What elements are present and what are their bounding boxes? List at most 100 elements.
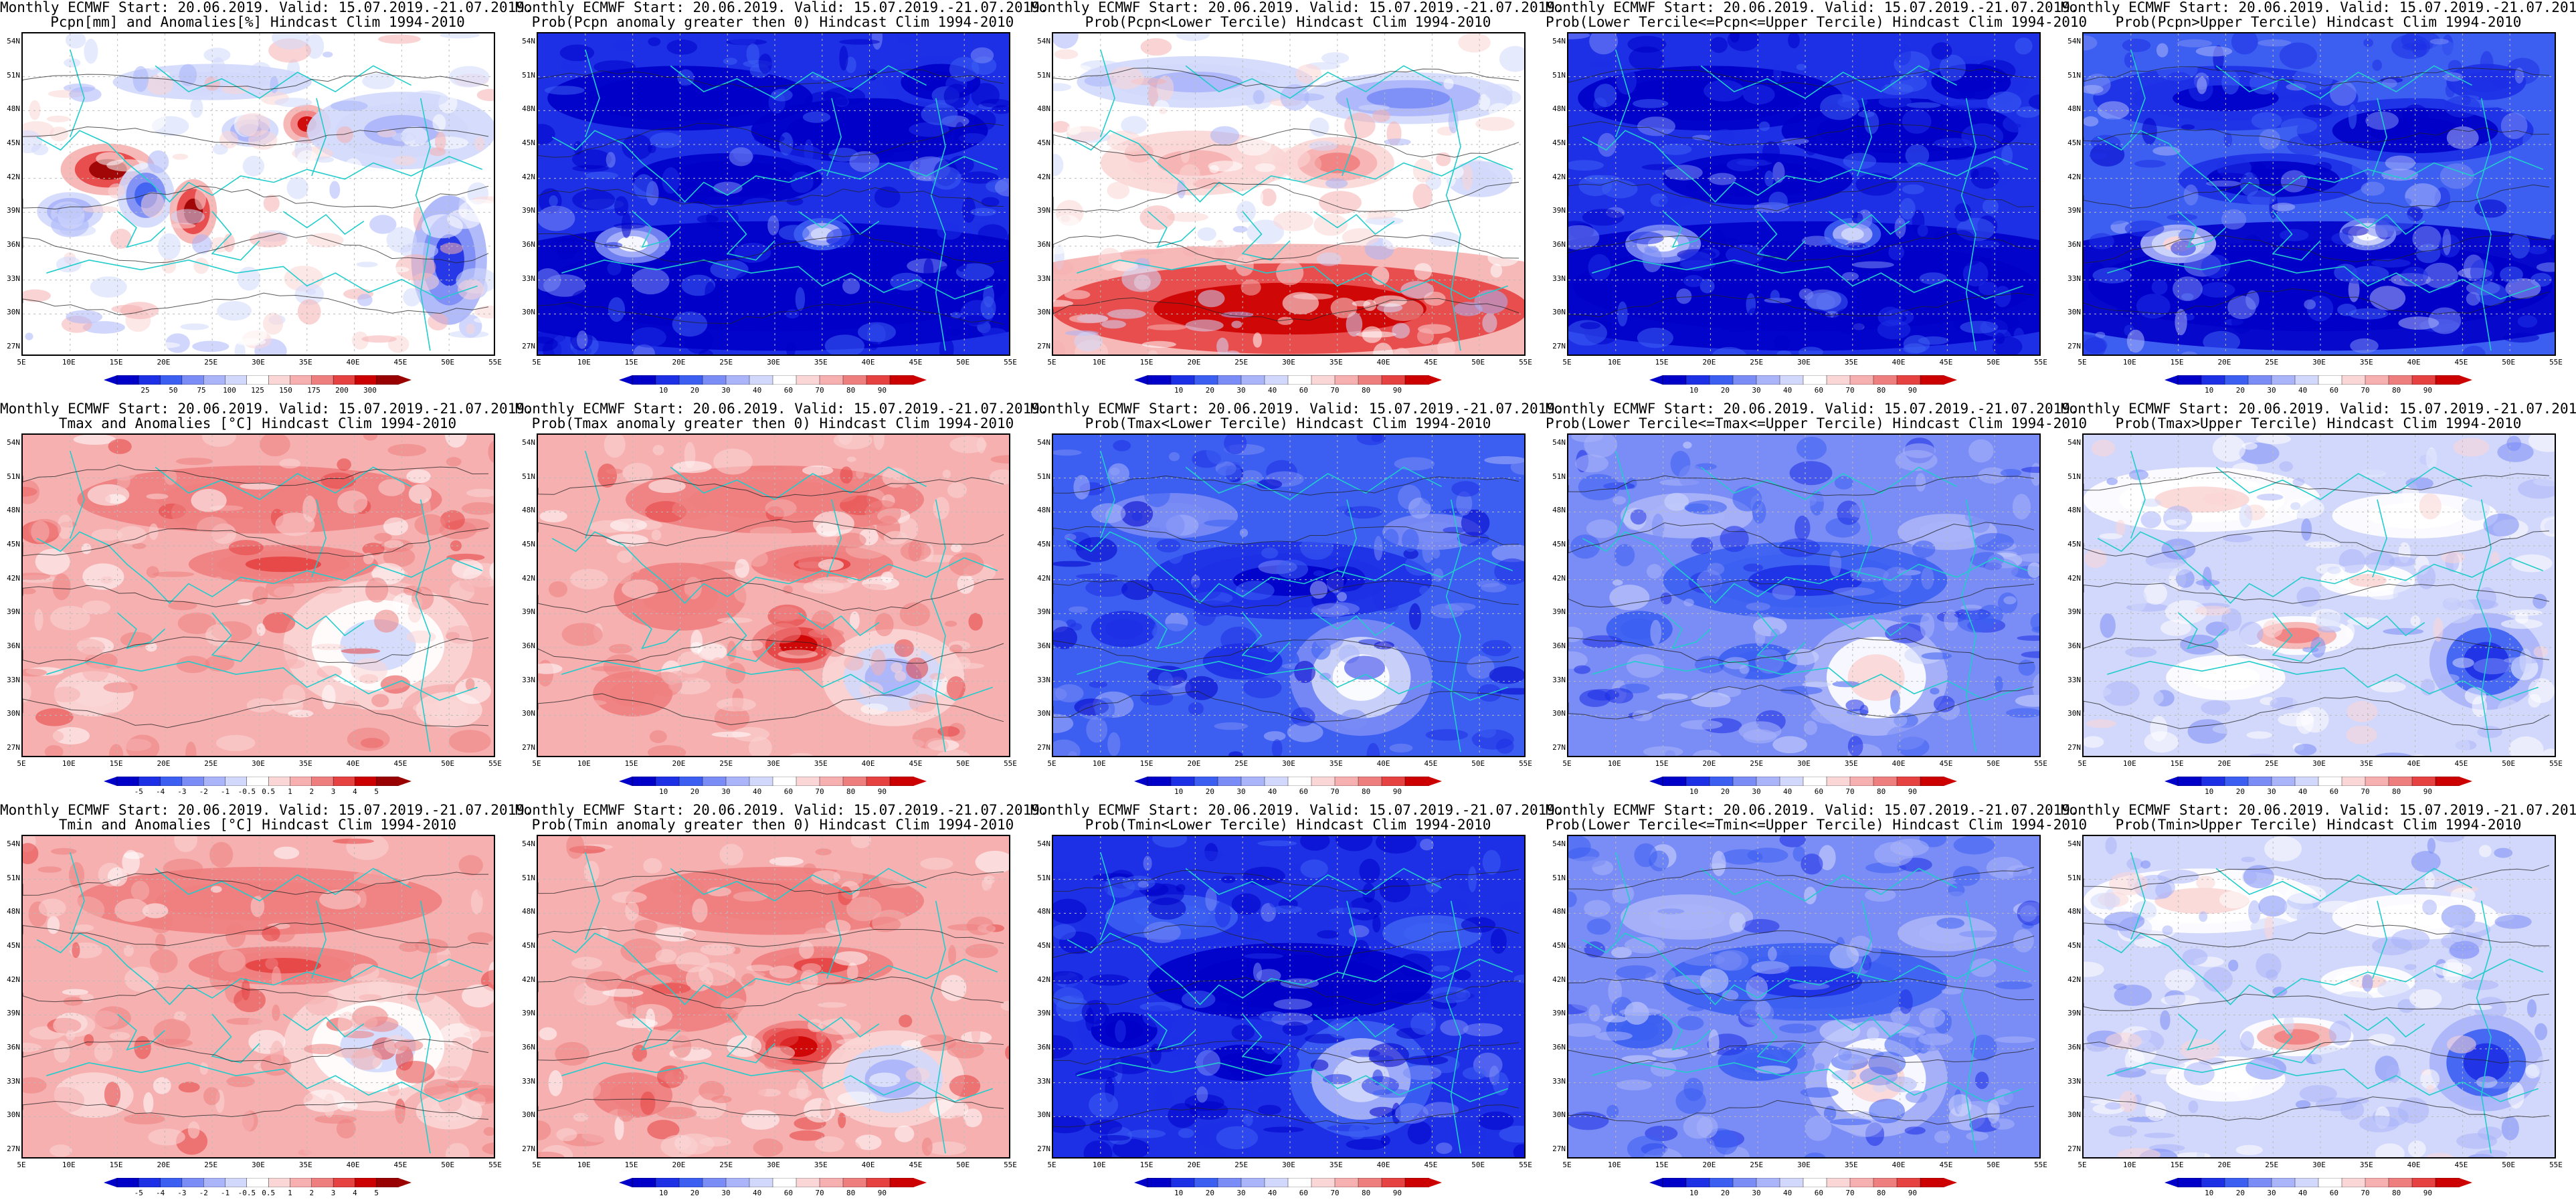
lon-tick-label: 20E: [157, 1161, 171, 1169]
lat-tick-label: 48N: [1552, 104, 1566, 114]
colorbar-tick-label: 40: [1268, 787, 1277, 796]
lon-tick-label: 5E: [2078, 1161, 2087, 1169]
lon-tick-label: 55E: [1519, 358, 1532, 367]
lat-tick-label: 54N: [2067, 438, 2081, 447]
colorbar-ticks: 10 20 30 40 60 70 80 90: [1649, 788, 1957, 797]
colorbar-tick-label: 80: [1362, 787, 1371, 796]
lon-tick-label: 40E: [2407, 358, 2421, 367]
lat-tick-label: 33N: [1037, 1076, 1050, 1086]
lon-tick-label: 50E: [441, 358, 455, 367]
lat-tick-label: 54N: [1037, 438, 1050, 447]
colorbar: [1649, 1177, 1957, 1188]
lon-tick-label: 30E: [767, 1161, 780, 1169]
lon-tick-label: 5E: [2078, 759, 2087, 768]
colorbar-tick-label: 20: [1720, 787, 1730, 796]
lon-tick-label: 15E: [624, 1161, 638, 1169]
colorbar-tick-label: 60: [2329, 1189, 2338, 1197]
colorbar-tick-label: 70: [2361, 787, 2370, 796]
colorbar-tick-label: 80: [1362, 386, 1371, 395]
lat-tick-label: 45N: [522, 138, 535, 147]
colorbar-tick-label: 80: [846, 386, 856, 395]
forecast-map: [1567, 433, 2041, 757]
lon-tick-label: 5E: [17, 759, 26, 768]
lat-tick-label: 36N: [1037, 240, 1050, 249]
lon-tick-label: 15E: [624, 358, 638, 367]
map-field: [538, 836, 1009, 1157]
lon-tick-label: 30E: [767, 759, 780, 768]
panel-title-line2: Prob(Tmax anomaly greater then 0) Hindca…: [531, 415, 1014, 431]
colorbar-tick-label: 30: [1236, 787, 1246, 796]
colorbar-tick-label: 30: [1752, 386, 1761, 395]
colorbar-tick-label: 300: [363, 386, 377, 395]
lon-tick-label: 5E: [1562, 358, 1572, 367]
map-field: [1053, 435, 1524, 756]
lon-tick-label: 45E: [1424, 1161, 1438, 1169]
lat-tick-label: 30N: [7, 709, 20, 718]
map-panel: Monthly ECMWF Start: 20.06.2019. Valid: …: [515, 0, 1048, 401]
lat-tick-label: 30N: [522, 308, 535, 317]
map-panel: Monthly ECMWF Start: 20.06.2019. Valid: …: [2061, 401, 2576, 803]
map-field: [23, 836, 494, 1157]
lat-tick-label: 42N: [7, 975, 20, 984]
lat-tick-label: 48N: [1552, 506, 1566, 515]
panel-title-line1: Monthly ECMWF Start: 20.06.2019. Valid: …: [0, 401, 533, 417]
lon-tick-label: 40E: [2407, 759, 2421, 768]
colorbar-tick-label: 90: [877, 1189, 887, 1197]
lon-tick-label: 55E: [2034, 358, 2047, 367]
colorbar-tick-label: -5: [134, 1189, 143, 1197]
panel-title-line1: Monthly ECMWF Start: 20.06.2019. Valid: …: [2061, 401, 2576, 417]
colorbar-tick-label: 90: [1392, 386, 1402, 395]
colorbar-tick-label: 60: [1814, 787, 1823, 796]
forecast-map: [2082, 433, 2556, 757]
lat-tick-label: 45N: [7, 941, 20, 950]
lat-tick-label: 54N: [1552, 37, 1566, 45]
colorbar-tick-label: 70: [1330, 787, 1340, 796]
lon-tick-label: 35E: [298, 358, 312, 367]
lon-tick-label: 55E: [2034, 759, 2047, 768]
forecast-map: [21, 835, 495, 1159]
map-field: [1568, 836, 2039, 1157]
colorbar-tick-label: 90: [2423, 386, 2432, 395]
lat-tick-label: 30N: [1037, 308, 1050, 317]
lon-tick-label: 45E: [393, 358, 407, 367]
colorbar-tick-label: 10: [1174, 1189, 1184, 1197]
lon-tick-label: 40E: [861, 1161, 875, 1169]
colorbar-tick-label: 80: [846, 787, 856, 796]
lon-tick-label: 45E: [393, 759, 407, 768]
lat-tick-label: 51N: [1037, 70, 1050, 80]
colorbar-tick-label: 10: [659, 1189, 668, 1197]
colorbar-tick-label: -1: [220, 1189, 230, 1197]
lat-tick-label: 33N: [522, 675, 535, 684]
colorbar-tick-label: 10: [2205, 787, 2214, 796]
lon-tick-label: 40E: [1892, 358, 1906, 367]
lat-tick-label: 30N: [2067, 1110, 2081, 1120]
panel-title-line1: Monthly ECMWF Start: 20.06.2019. Valid: …: [1030, 802, 1564, 818]
colorbar-tick-label: 90: [1908, 1189, 1917, 1197]
forecast-map: [2082, 835, 2556, 1159]
lon-tick-label: 30E: [2312, 358, 2326, 367]
lat-tick-label: 54N: [2067, 37, 2081, 45]
forecast-map: [1567, 835, 2041, 1159]
colorbar-tick-label: 80: [2392, 386, 2401, 395]
lon-tick-label: 10E: [1607, 1161, 1621, 1169]
lat-tick-label: 27N: [1037, 342, 1050, 350]
lon-tick-label: 55E: [2549, 358, 2563, 367]
lat-tick-label: 48N: [1037, 104, 1050, 114]
lon-tick-label: 45E: [2454, 759, 2468, 768]
colorbar-tick-label: 4: [353, 1189, 357, 1197]
colorbar-tick-label: 10: [1174, 787, 1184, 796]
lon-tick-label: 25E: [2265, 358, 2279, 367]
lat-tick-label: 39N: [1037, 1009, 1050, 1018]
lat-tick-label: 45N: [7, 540, 20, 548]
lat-tick-label: 51N: [522, 472, 535, 481]
lat-tick-label: 33N: [2067, 274, 2081, 283]
lat-tick-label: 51N: [7, 873, 20, 882]
lon-tick-label: 30E: [252, 1161, 265, 1169]
map-panel: Monthly ECMWF Start: 20.06.2019. Valid: …: [1546, 0, 2087, 401]
lon-tick-label: 10E: [2122, 1161, 2136, 1169]
lat-tick-label: 27N: [522, 342, 535, 350]
lat-tick-label: 48N: [2067, 104, 2081, 114]
lat-tick-label: 45N: [522, 540, 535, 548]
lon-tick-label: 30E: [1282, 1161, 1295, 1169]
panel-title-line2: Prob(Lower Tercile<=Tmax<=Upper Tercile)…: [1546, 415, 2088, 431]
